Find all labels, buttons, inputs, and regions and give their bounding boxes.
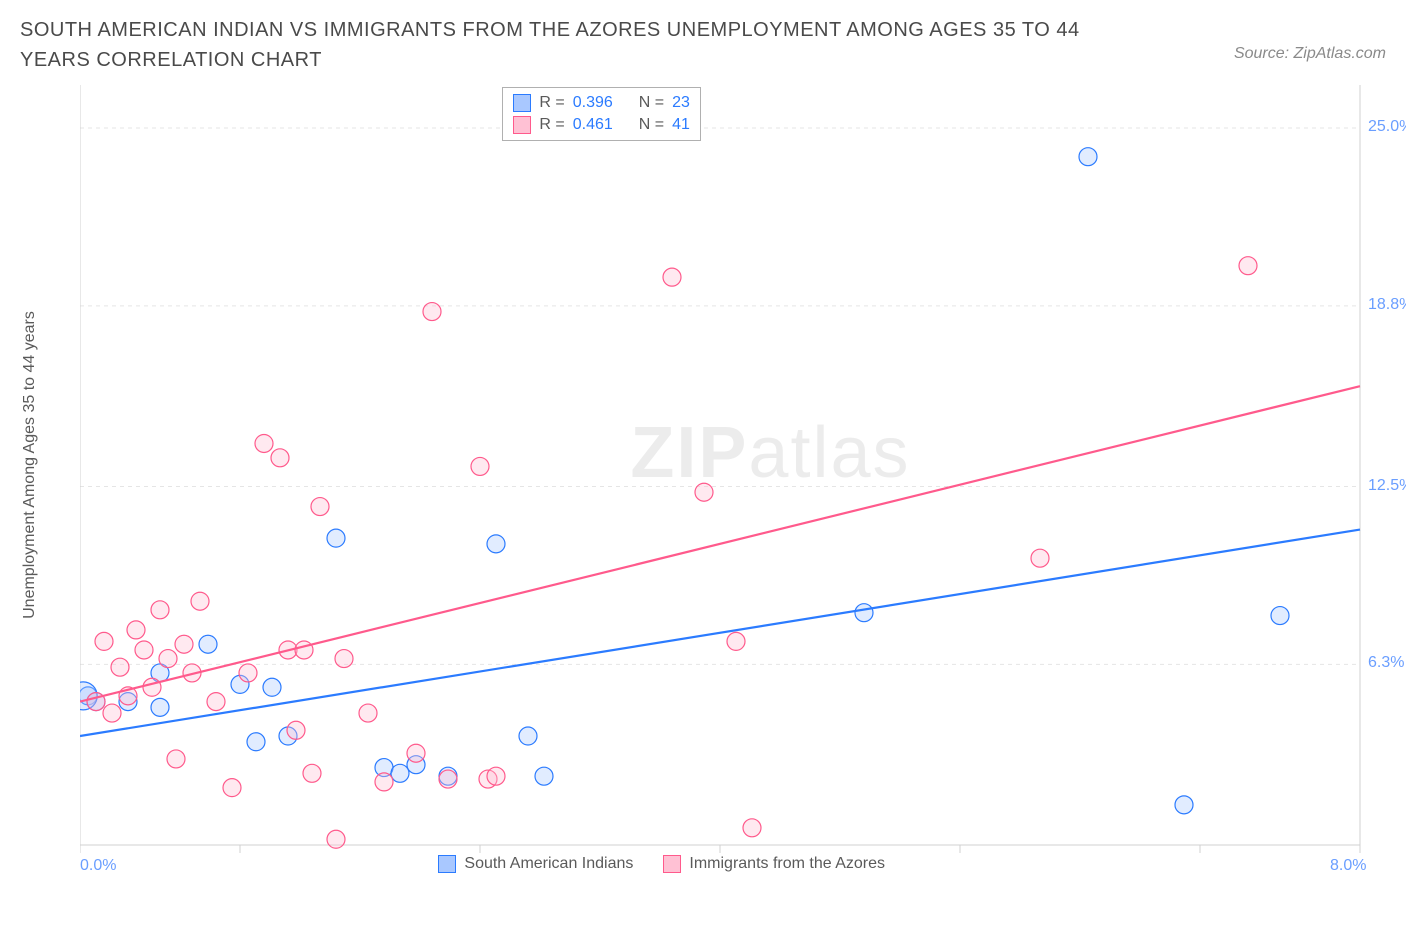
source-name: ZipAtlas.com [1294, 45, 1386, 62]
n-label: N = [639, 116, 664, 134]
data-point [95, 632, 113, 650]
data-point [311, 498, 329, 516]
source-attribution: Source: ZipAtlas.com [1234, 45, 1386, 63]
header: SOUTH AMERICAN INDIAN VS IMMIGRANTS FROM… [20, 15, 1386, 75]
legend-swatch [438, 855, 456, 873]
data-point [439, 770, 457, 788]
data-point [487, 535, 505, 553]
data-point [743, 819, 761, 837]
data-point [663, 268, 681, 286]
correlation-row: R = 0.396 N = 23 [513, 92, 690, 114]
n-value: 23 [672, 94, 690, 112]
n-label: N = [639, 94, 664, 112]
data-point [191, 592, 209, 610]
data-point [127, 621, 145, 639]
data-point [111, 658, 129, 676]
data-point [407, 744, 425, 762]
y-axis-label: Unemployment Among Ages 35 to 44 years [21, 311, 39, 619]
correlation-legend: R = 0.396 N = 23 R = 0.461 N = 41 [502, 87, 701, 141]
data-point [1239, 257, 1257, 275]
data-point [471, 457, 489, 475]
data-point [855, 604, 873, 622]
data-point [271, 449, 289, 467]
data-point [1175, 796, 1193, 814]
legend-swatch [663, 855, 681, 873]
data-point [135, 641, 153, 659]
data-point [167, 750, 185, 768]
data-point [391, 764, 409, 782]
data-point [359, 704, 377, 722]
y-tick-label: 25.0% [1368, 118, 1406, 136]
y-tick-label: 18.8% [1368, 296, 1406, 314]
r-label: R = [539, 94, 564, 112]
data-point [159, 650, 177, 668]
y-tick-label: 6.3% [1368, 654, 1404, 672]
data-point [519, 727, 537, 745]
data-point [151, 601, 169, 619]
data-point [1271, 607, 1289, 625]
x-tick-label: 8.0% [1330, 857, 1366, 875]
r-value: 0.461 [573, 116, 613, 134]
chart-area: Unemployment Among Ages 35 to 44 years 6… [20, 85, 1386, 895]
legend-label: South American Indians [464, 855, 633, 873]
legend-swatch [513, 116, 531, 134]
chart-title: SOUTH AMERICAN INDIAN VS IMMIGRANTS FROM… [20, 15, 1120, 75]
data-point [143, 678, 161, 696]
data-point [255, 434, 273, 452]
data-point [535, 767, 553, 785]
trend-line [80, 530, 1360, 736]
legend-item: South American Indians [438, 855, 633, 873]
data-point [335, 650, 353, 668]
data-point [303, 764, 321, 782]
data-point [207, 693, 225, 711]
data-point [287, 721, 305, 739]
data-point [375, 773, 393, 791]
data-point [103, 704, 121, 722]
correlation-row: R = 0.461 N = 41 [513, 114, 690, 136]
series-legend: South American Indians Immigrants from th… [438, 855, 885, 873]
r-value: 0.396 [573, 94, 613, 112]
data-point [727, 632, 745, 650]
data-point [239, 664, 257, 682]
trend-line [80, 386, 1360, 701]
data-point [199, 635, 217, 653]
data-point [175, 635, 193, 653]
source-prefix: Source: [1234, 45, 1294, 62]
scatter-chart [80, 85, 1406, 885]
data-point [423, 303, 441, 321]
r-label: R = [539, 116, 564, 134]
n-value: 41 [672, 116, 690, 134]
legend-swatch [513, 94, 531, 112]
x-tick-label: 0.0% [80, 857, 116, 875]
data-point [1031, 549, 1049, 567]
data-point [263, 678, 281, 696]
plot-container [80, 85, 1406, 890]
legend-label: Immigrants from the Azores [689, 855, 885, 873]
data-point [247, 733, 265, 751]
data-point [1079, 148, 1097, 166]
data-point [223, 779, 241, 797]
data-point [295, 641, 313, 659]
data-point [327, 529, 345, 547]
data-point [151, 698, 169, 716]
data-point [487, 767, 505, 785]
legend-item: Immigrants from the Azores [663, 855, 885, 873]
data-point [695, 483, 713, 501]
y-tick-label: 12.5% [1368, 477, 1406, 495]
data-point [327, 830, 345, 848]
